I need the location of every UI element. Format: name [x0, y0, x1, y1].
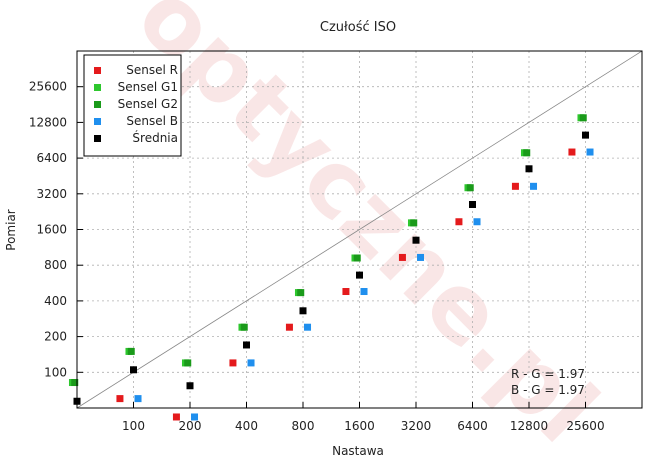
y-tick-label: 1600	[36, 223, 67, 237]
legend-label-sensel-g2: Sensel G2	[118, 97, 178, 111]
x-tick-label: 800	[292, 419, 315, 433]
reference-diagonal-line	[76, 50, 643, 409]
marker-sensel-g2	[240, 323, 248, 331]
x-tick-label: 3200	[401, 419, 432, 433]
annotation-r-g: R - G = 1.97	[511, 367, 585, 381]
y-tick-label: 800	[44, 258, 67, 272]
marker-srednia	[130, 366, 137, 374]
marker-srednia	[412, 236, 420, 244]
x-tick-label: 25600	[566, 419, 604, 433]
marker-srednia	[356, 271, 363, 279]
marker-sensel-g2	[466, 184, 474, 192]
marker-sensel-g2	[410, 219, 418, 227]
x-tick-label: 6400	[457, 419, 488, 433]
marker-sensel-g2	[71, 379, 79, 387]
data-markers	[68, 114, 594, 421]
marker-sensel-b	[586, 148, 594, 156]
x-tick-label: 1600	[344, 419, 375, 433]
marker-sensel-r	[116, 395, 124, 403]
marker-srednia	[186, 382, 194, 390]
marker-sensel-g2	[579, 114, 587, 122]
marker-sensel-b	[247, 359, 255, 367]
annotation-b-g: B - G = 1.97	[511, 383, 585, 397]
x-tick-label: 12800	[510, 419, 548, 433]
marker-sensel-b	[473, 218, 481, 226]
marker-sensel-g2	[523, 149, 531, 157]
x-tick-label: 200	[179, 419, 202, 433]
marker-sensel-g2	[184, 359, 192, 367]
marker-sensel-r	[342, 288, 350, 296]
marker-sensel-r	[455, 218, 463, 226]
marker-sensel-b	[191, 413, 199, 421]
legend-swatch-srednia	[94, 135, 101, 142]
marker-sensel-g2	[127, 347, 135, 355]
legend-label-sensel-b: Sensel B	[126, 114, 178, 128]
chart-title: Czułość ISO	[320, 20, 396, 35]
marker-sensel-r	[398, 253, 406, 261]
marker-sensel-r	[229, 359, 237, 367]
x-tick-label: 100	[122, 419, 145, 433]
marker-sensel-r	[511, 182, 519, 190]
legend: Sensel R Sensel G1 Sensel G2 Sensel B Średni…	[83, 54, 182, 157]
marker-sensel-r	[172, 413, 180, 421]
marker-sensel-r	[568, 148, 576, 156]
marker-sensel-b	[360, 288, 368, 296]
marker-srednia	[243, 341, 250, 349]
y-tick-label: 6400	[36, 151, 67, 165]
y-tick-label: 200	[44, 330, 67, 344]
axis-ticks: 100 200 400 800 1600 3200 6400 12800 25600 100 200…	[29, 80, 605, 433]
y-tick-label: 100	[44, 365, 67, 379]
legend-swatch-sensel-g2	[94, 101, 101, 108]
legend-label-sensel-g1: Sensel G1	[118, 80, 178, 94]
marker-srednia	[582, 131, 589, 139]
y-axis-label: Pomiar	[4, 209, 18, 251]
legend-label-srednia: Średnia	[132, 130, 178, 145]
x-axis-label: Nastawa	[332, 444, 384, 458]
marker-srednia	[299, 307, 307, 315]
marker-srednia	[469, 200, 476, 208]
marker-sensel-g2	[297, 289, 305, 297]
marker-srednia	[525, 165, 533, 173]
marker-sensel-b	[134, 395, 142, 403]
y-tick-label: 3200	[36, 187, 67, 201]
marker-sensel-g2	[353, 254, 361, 262]
legend-label-sensel-r: Sensel R	[126, 63, 178, 77]
y-tick-label: 12800	[29, 115, 67, 129]
x-tick-label: 400	[235, 419, 258, 433]
grid	[77, 51, 642, 408]
legend-swatch-sensel-r	[94, 67, 101, 74]
marker-sensel-b	[530, 182, 538, 190]
marker-sensel-b	[304, 323, 312, 331]
y-tick-label: 400	[44, 294, 67, 308]
legend-swatch-sensel-g1	[94, 84, 101, 91]
y-tick-label: 25600	[29, 80, 67, 94]
marker-sensel-b	[417, 253, 425, 261]
legend-swatch-sensel-b	[94, 118, 101, 125]
marker-sensel-r	[285, 323, 293, 331]
